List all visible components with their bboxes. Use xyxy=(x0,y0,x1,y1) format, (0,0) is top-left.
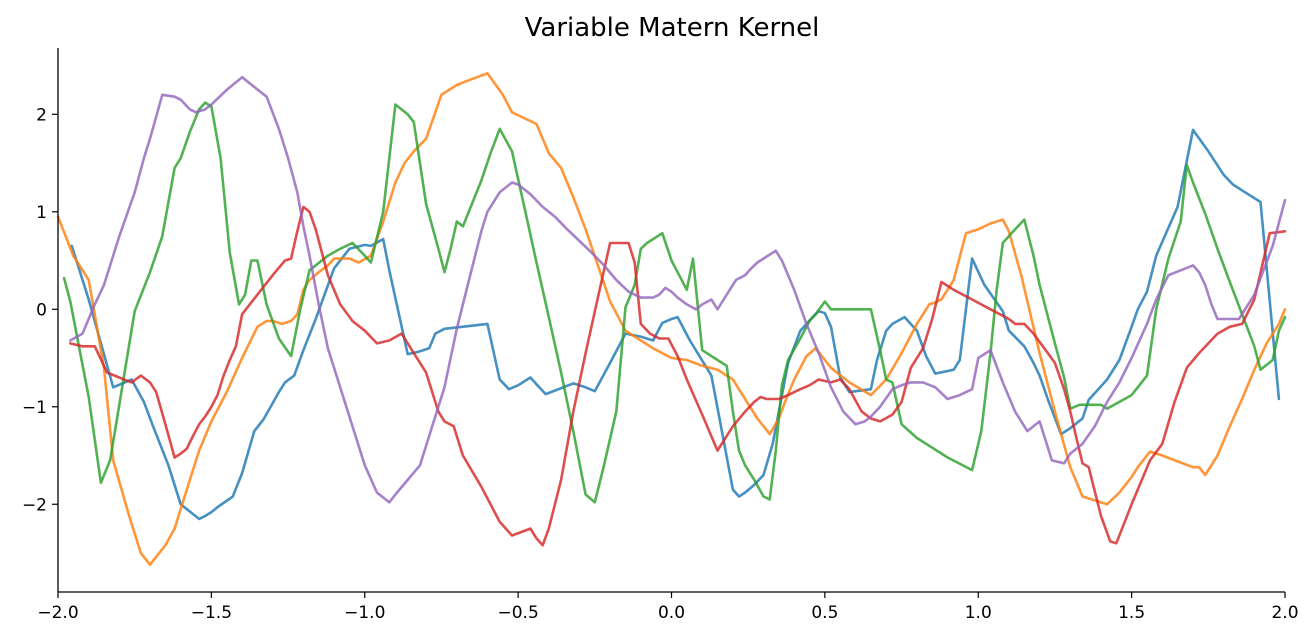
x-tick-label: −2.0 xyxy=(37,603,78,623)
series-line-1 xyxy=(70,128,1281,521)
y-tick-label: 2 xyxy=(36,105,47,125)
x-tick-label: −1.5 xyxy=(191,603,232,623)
y-tick-label: −1 xyxy=(22,398,47,418)
x-axis-ticks: −2.0 −1.5 −1.0 −0.5 0.0 0.5 1.0 1.5 2.0 xyxy=(37,592,1299,623)
series-layer xyxy=(56,72,1287,567)
y-tick-label: −2 xyxy=(22,495,47,515)
x-tick-label: 1.5 xyxy=(1118,603,1145,623)
series-line-5 xyxy=(69,75,1287,504)
x-tick-label: 2.0 xyxy=(1271,603,1298,623)
y-tick-label: 0 xyxy=(36,300,47,320)
x-tick-label: 0.5 xyxy=(811,603,838,623)
series-line-3 xyxy=(62,101,1287,504)
chart-title: Variable Matern Kernel xyxy=(525,13,820,43)
x-tick-label: 1.0 xyxy=(965,603,992,623)
y-axis-ticks: −2 −1 0 1 2 xyxy=(22,105,58,515)
series-line-4 xyxy=(69,205,1287,547)
x-tick-label: 0.0 xyxy=(658,603,685,623)
y-tick-label: 1 xyxy=(36,203,47,223)
x-tick-label: −0.5 xyxy=(497,603,538,623)
x-tick-label: −1.0 xyxy=(344,603,385,623)
